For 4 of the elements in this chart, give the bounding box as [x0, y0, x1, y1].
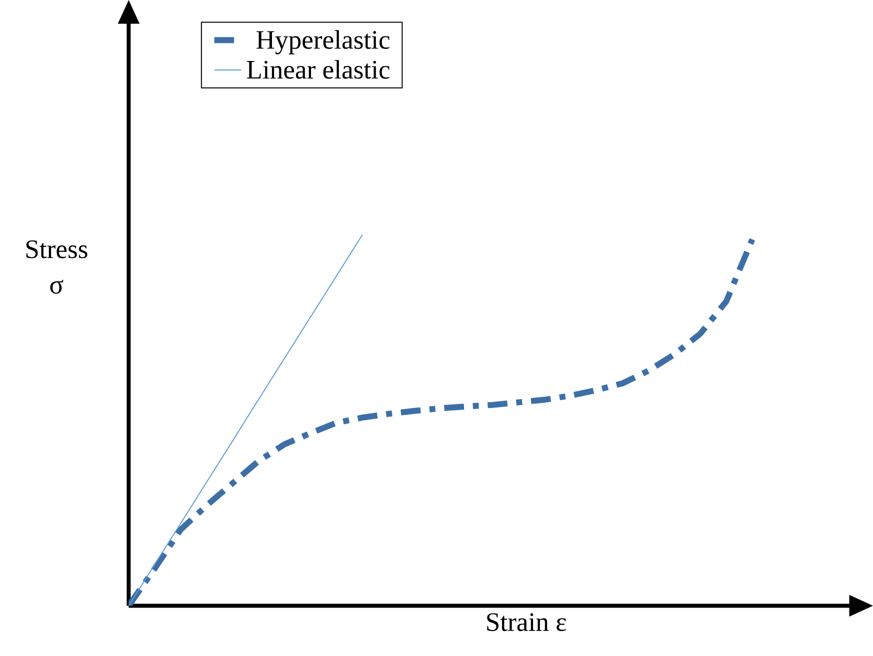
- legend-label: Hyperelastic: [256, 30, 390, 54]
- x-axis-title: Strain ε: [487, 613, 566, 631]
- legend-label: Linear elastic: [246, 60, 390, 79]
- y-axis-title: Stress σ: [26, 240, 88, 294]
